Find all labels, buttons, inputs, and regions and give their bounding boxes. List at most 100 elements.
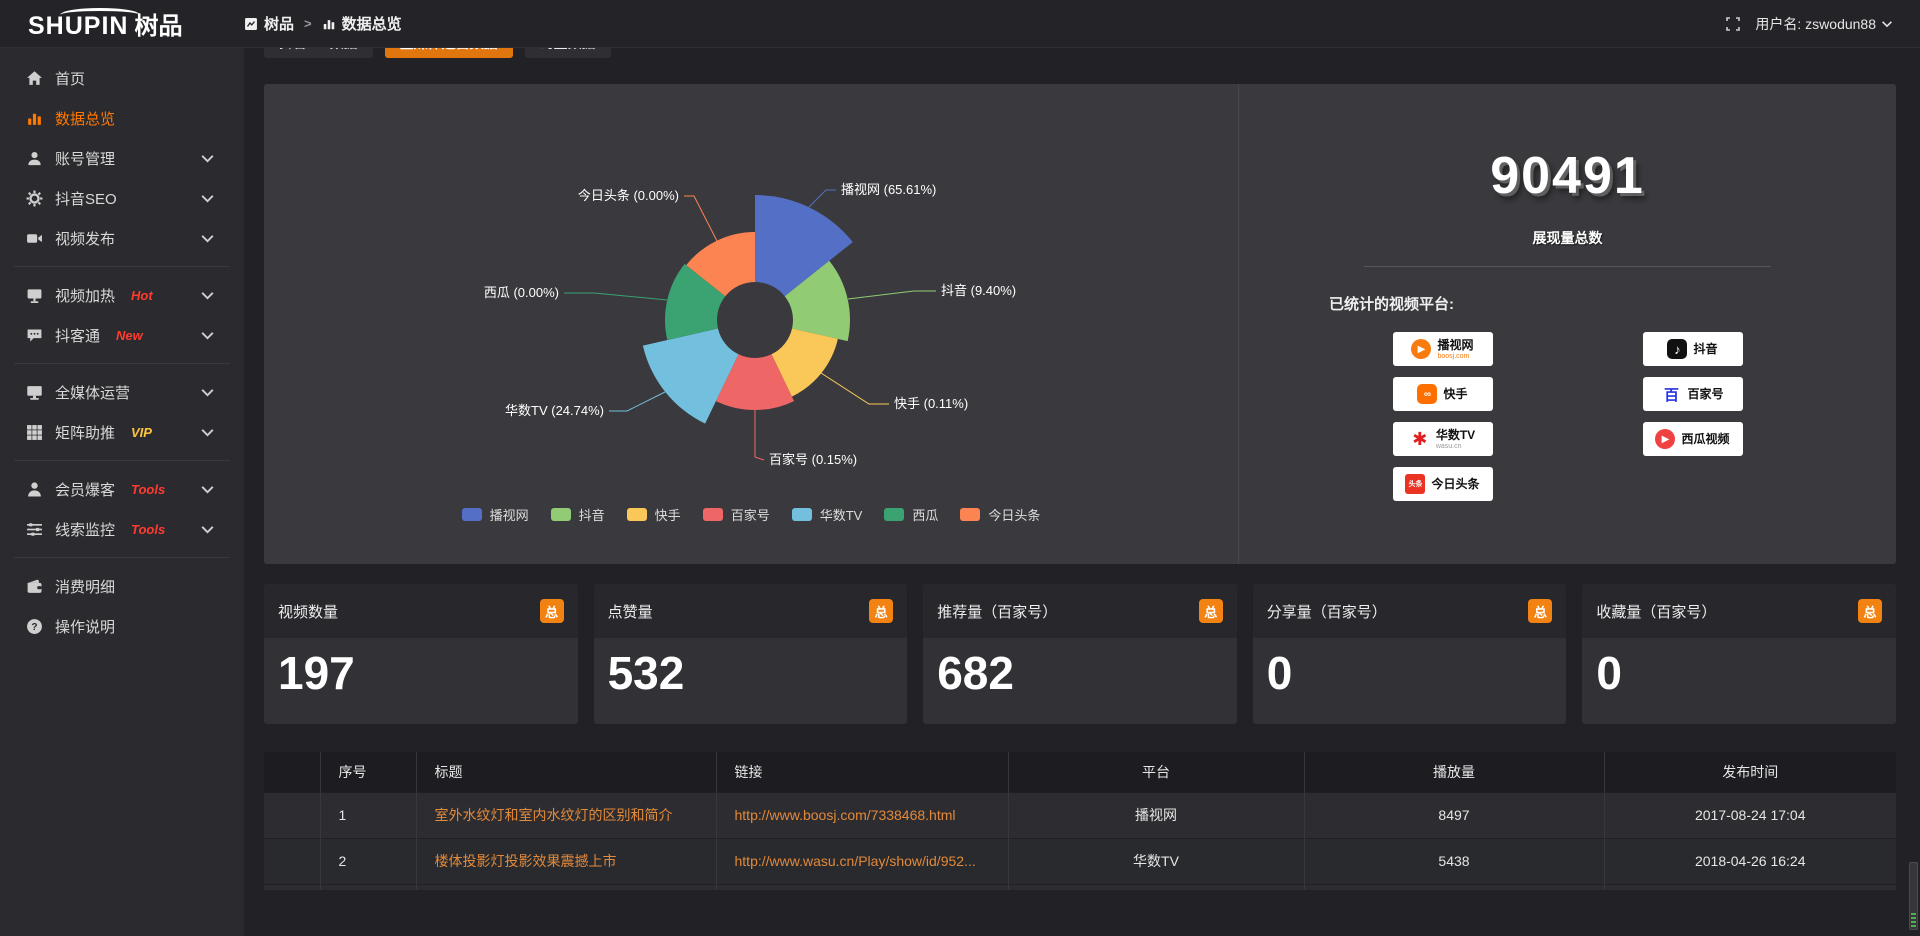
topbar: SHUPIN 树品 树品 > 数据总览 用户名: zswodun88 (0, 0, 1920, 48)
sidebar-item[interactable]: 全媒体运营 (0, 372, 244, 412)
grid-icon (26, 424, 43, 441)
sidebar-item[interactable]: 视频发布 (0, 218, 244, 258)
legend-swatch (702, 508, 723, 521)
sidebar-item[interactable]: 抖客通 New (0, 315, 244, 355)
pie-label-line (808, 189, 836, 208)
sidebar-item-label: 全媒体运营 (55, 384, 131, 402)
pie-slice[interactable] (686, 232, 755, 297)
platform-subtext: wasu.cn (1435, 442, 1462, 450)
sidebar-item[interactable]: 矩阵助推 VIP (0, 412, 244, 452)
table-header-cell: 发布时间 (1603, 752, 1896, 792)
legend-item[interactable]: 华数TV (791, 505, 862, 524)
total-badge: 总 (1857, 599, 1882, 623)
breadcrumb-item-app[interactable]: 树品 (244, 13, 294, 34)
row-url-link[interactable]: http://www.wasu.cn/Play/show/id/952... (715, 838, 1008, 884)
sidebar-item[interactable]: 数据总览 (0, 98, 244, 138)
scrollbar-mark (1911, 917, 1916, 919)
username-label: 用户名: zswodun88 (1755, 15, 1876, 32)
sidebar-item[interactable]: 会员爆客 Tools (0, 469, 244, 509)
platform-name: 华数TV (1435, 427, 1476, 442)
header-select-cell (264, 752, 320, 792)
sidebar-divider (14, 363, 230, 364)
scrollbar-thumb[interactable] (1909, 862, 1918, 930)
legend-label: 百家号 (730, 508, 770, 523)
table-header-cell: 序号 (319, 752, 416, 792)
total-badge: 总 (539, 599, 564, 623)
legend-item[interactable]: 西瓜 (884, 505, 938, 524)
platform-badge-column-right: ♪ 抖音百百家号 ▶ 西瓜视频 (1642, 332, 1743, 501)
logo-arc (60, 8, 140, 22)
sidebar-item[interactable]: 线索监控 Tools (0, 509, 244, 549)
legend-label: 抖音 (578, 508, 605, 523)
toutiao-logo: 头条 (1405, 474, 1426, 494)
sliders-icon (26, 521, 43, 538)
legend-item[interactable]: 播视网 (461, 505, 529, 524)
platform-badges: ▶ 播视网 boosj.com ∞ 快手 ✱ 华数TV wasu.cn 头条 今日头条 ♪ 抖音百百家… (1239, 332, 1896, 501)
legend-item[interactable]: 今日头条 (960, 505, 1040, 524)
douyin-logo: ♪ (1667, 339, 1688, 359)
legend-item[interactable]: 快手 (626, 505, 681, 524)
row-title-link[interactable]: 楼体投影灯投影效果震撼上市 (415, 838, 716, 884)
stat-card-value: 197 (278, 647, 355, 699)
pie-slice[interactable] (665, 263, 726, 341)
pie-label: 快手 (0.11%) (894, 396, 968, 411)
row-title-link[interactable]: 室外水纹灯和室内水纹灯的区别和简介 (415, 792, 716, 838)
stat-card-value: 682 (937, 647, 1014, 699)
user-menu[interactable]: 用户名: zswodun88 (1755, 14, 1894, 34)
sidebar-item[interactable]: ? 操作说明 (0, 606, 244, 646)
row-num: 2 (319, 838, 416, 884)
legend-item[interactable]: 抖音 (550, 505, 605, 524)
breadcrumb-item-page[interactable]: 数据总览 (322, 13, 402, 34)
pie-slice[interactable] (715, 354, 795, 410)
sidebar-item[interactable]: 账号管理 (0, 138, 244, 178)
stat-card-body: 0 (1582, 638, 1896, 724)
sidebar-item-label: 视频加热 (55, 287, 116, 305)
breadcrumb-label: 树品 (264, 16, 295, 33)
chevron-down-icon (199, 521, 216, 538)
row-select-cell (264, 792, 320, 838)
breadcrumb-separator: > (304, 16, 312, 31)
legend-swatch (791, 508, 812, 521)
total-badge: 总 (869, 599, 894, 623)
sidebar-item[interactable]: 视频加热 Hot (0, 275, 244, 315)
row-platform: 播视网 (1007, 792, 1304, 838)
table-header-cell: 标题 (415, 752, 716, 792)
monitor-icon (26, 384, 43, 401)
video-icon (26, 230, 43, 247)
boosj-logo: ▶ (1411, 339, 1432, 359)
user-icon (26, 150, 43, 167)
pie-slice[interactable] (784, 260, 850, 342)
table-header-cell: 播放量 (1303, 752, 1604, 792)
sidebar: 首页 数据总览 账号管理 抖音SEO 视频发布视频加热 Hot 抖客通 New 全媒体运营矩阵助… (0, 48, 244, 936)
pie-slice[interactable] (771, 328, 838, 397)
sidebar-item[interactable]: 抖音SEO (0, 178, 244, 218)
bar-chart-icon (322, 17, 336, 31)
pie-slice[interactable] (755, 195, 853, 297)
sidebar-item[interactable]: 消费明细 (0, 566, 244, 606)
app-logo: SHUPIN 树品 (0, 6, 244, 41)
legend-swatch (626, 508, 647, 521)
platform-badge: 百百家号 (1642, 377, 1743, 411)
fullscreen-icon[interactable] (1725, 16, 1741, 32)
platform-badge: ♪ 抖音 (1642, 332, 1743, 366)
sidebar-item-label: 线索监控 (55, 521, 116, 539)
legend-item[interactable]: 百家号 (702, 505, 770, 524)
sidebar-item-badge: VIP (131, 424, 152, 440)
sidebar-item[interactable]: 首页 (0, 58, 244, 98)
pie-label: 抖音 (9.40%) (941, 283, 1016, 298)
scrollbar-mark (1911, 913, 1916, 915)
pie-slice[interactable] (642, 328, 739, 424)
pie-label: 播视网 (65.61%) (841, 182, 936, 197)
chevron-down-icon (199, 384, 216, 401)
kuaishou-logo: ∞ (1417, 384, 1438, 404)
rose-pie-chart[interactable]: 播视网 (65.61%) 抖音 (9.40%) 快手 (0.11%) 百家号 (0.1… (264, 84, 1238, 518)
stat-card-value: 0 (1266, 647, 1293, 699)
heat-screen-icon (26, 287, 43, 304)
total-badge: 总 (1528, 599, 1553, 623)
stat-card-header: 点赞量 总 (593, 584, 908, 638)
rose-chart-area: 播视网 (65.61%) 抖音 (9.40%) 快手 (0.11%) 百家号 (0.1… (264, 84, 1238, 564)
row-url-link[interactable]: http://www.boosj.com/7338468.html (715, 792, 1008, 838)
stat-card-header: 收藏量（百家号） 总 (1582, 584, 1896, 638)
table-header-cell: 链接 (715, 752, 1008, 792)
breadcrumb: 树品 > 数据总览 (244, 13, 402, 34)
